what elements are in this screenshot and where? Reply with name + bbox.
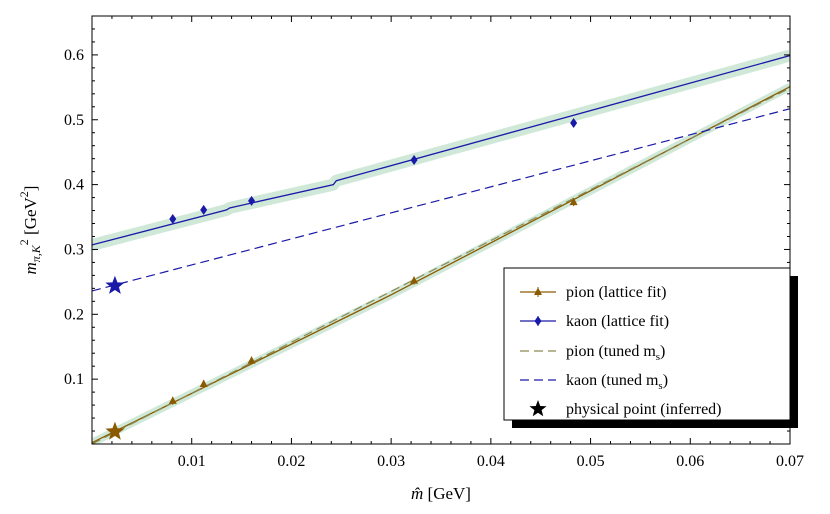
legend-label: physical point (inferred) [566, 401, 722, 418]
kaon-lattice-fit--point [200, 204, 208, 215]
legend-label: kaon (tuned ms) [566, 372, 668, 392]
y-tick-label: 0.5 [64, 112, 84, 129]
kaon-lattice-fit--point [410, 154, 418, 165]
y-axis-label: mπ,K2 [GeV2] [17, 186, 43, 275]
kaon-lattice-fit--point [248, 195, 256, 206]
pion-lattice-fit--point [199, 379, 208, 388]
y-tick-label: 0.1 [64, 371, 84, 388]
kaon-lattice-fit--point [169, 213, 177, 224]
data-points [105, 118, 578, 440]
x-tick-label: 0.05 [577, 453, 605, 470]
y-tick-label: 0.2 [64, 306, 84, 323]
x-tick-label: 0.07 [776, 453, 804, 470]
x-axis-label: m̂ [GeV] [411, 484, 471, 503]
x-tick-label: 0.04 [477, 453, 505, 470]
y-tick-label: 0.4 [64, 177, 84, 194]
legend-label: pion (lattice fit) [566, 284, 666, 301]
kaon-tuned-m-s--line [92, 108, 790, 292]
x-tick-label: 0.06 [676, 453, 704, 470]
svg-text:mπ,K2 [GeV2]: mπ,K2 [GeV2] [17, 186, 43, 275]
pion-tuned-m-s--line [92, 87, 790, 444]
legend-item: physical point (inferred) [529, 400, 722, 418]
legend-label: kaon (lattice fit) [566, 313, 669, 330]
physical-point-star [105, 421, 125, 440]
y-tick-label: 0.3 [64, 241, 84, 258]
pion-lattice-fit--point [247, 356, 256, 364]
legend-item: pion (lattice fit) [520, 284, 666, 301]
pion-lattice-fit--point [410, 276, 419, 284]
y-tick-label: 0.6 [64, 47, 84, 64]
plot-frame [91, 15, 791, 445]
x-tick-label: 0.02 [277, 453, 305, 470]
legend-item: kaon (lattice fit) [520, 313, 669, 330]
pion-lattice-fit--point [168, 396, 177, 404]
kaon-lattice-fit--point [570, 118, 578, 128]
legend-marker [534, 316, 542, 326]
x-tick-label: 0.01 [178, 453, 206, 470]
legend-item: pion (tuned ms) [520, 343, 665, 363]
legend-label: pion (tuned ms) [566, 343, 665, 363]
legend-box [503, 267, 791, 421]
pion-lattice-fit--point [569, 197, 578, 206]
legend-marker [534, 287, 542, 295]
x-tick-label: 0.03 [377, 453, 405, 470]
physical-point-star [105, 275, 125, 294]
legend: pion (lattice fit) kaon (lattice fit) pion… [503, 267, 798, 428]
legend-star [529, 400, 547, 417]
legend-item: kaon (tuned ms) [520, 372, 668, 392]
